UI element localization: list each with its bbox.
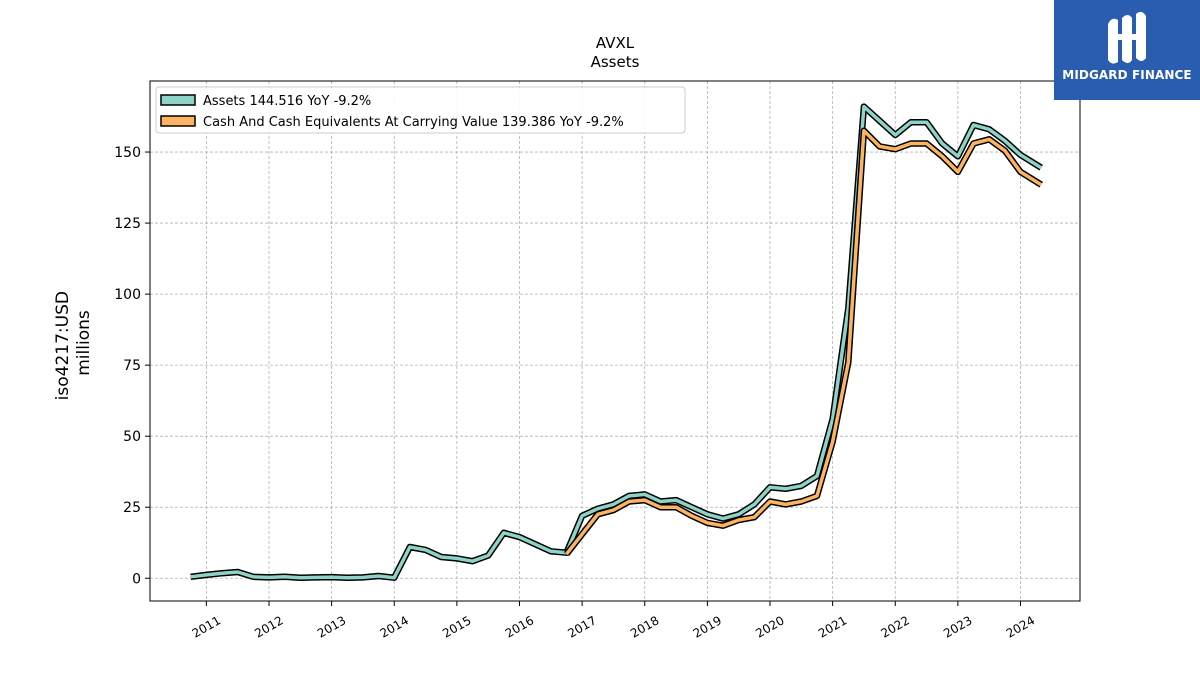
legend-box [155,86,686,134]
series-outline [563,127,1043,557]
y-tick-label: 100 [114,287,141,303]
legend-swatch [160,94,196,106]
x-tick-label: 2012 [252,613,285,640]
x-tick-label: 2017 [565,613,598,640]
x-tick-label: 2018 [628,613,661,640]
x-tick-label: 2014 [378,613,411,640]
series-line [565,128,1043,556]
y-tick-label: 25 [123,500,141,516]
legend-swatch [160,115,196,127]
x-tick-label: 2019 [691,613,724,640]
chart-title: AVXL [596,34,635,52]
x-axis: 2011 2012 2013 2014 2015 2016 2017 2018 2019 2020… [190,601,1037,641]
brand-logo: MIDGARD FINANCE [1054,0,1200,100]
legend: Assets 144.516 YoY -9.2% Cash And Cash Eq… [155,86,686,134]
y-axis: 0 25 50 75 100 125 150 [114,145,150,587]
y-tick-label: 75 [123,358,141,374]
brand-name: MIDGARD FINANCE [1062,68,1192,82]
y-axis-label: iso4217:USD millions [53,286,94,401]
series-lines [190,103,1043,581]
x-tick-label: 2011 [190,613,223,640]
x-tick-label: 2021 [816,613,849,640]
y-axis-label-line2: millions [74,310,94,376]
y-tick-label: 125 [114,216,141,232]
x-tick-label: 2024 [1004,613,1037,640]
x-tick-label: 2013 [315,613,348,640]
x-tick-label: 2020 [753,613,786,640]
x-tick-label: 2022 [879,613,912,640]
chart-subtitle: Assets [591,53,640,71]
x-tick-label: 2023 [941,613,974,640]
y-tick-label: 0 [132,571,141,587]
grid [150,81,1080,601]
x-tick-label: 2015 [440,613,473,640]
series-line [190,104,1043,580]
y-tick-label: 50 [123,429,141,445]
legend-label: Assets 144.516 YoY -9.2% [203,94,371,109]
x-tick-label: 2016 [503,613,536,640]
logo-mark-icon [1108,11,1146,64]
y-axis-label-line1: iso4217:USD [53,291,73,400]
legend-label: Cash And Cash Equivalents At Carrying Va… [203,115,624,130]
plot-frame [149,80,1081,602]
y-tick-label: 150 [114,145,141,161]
